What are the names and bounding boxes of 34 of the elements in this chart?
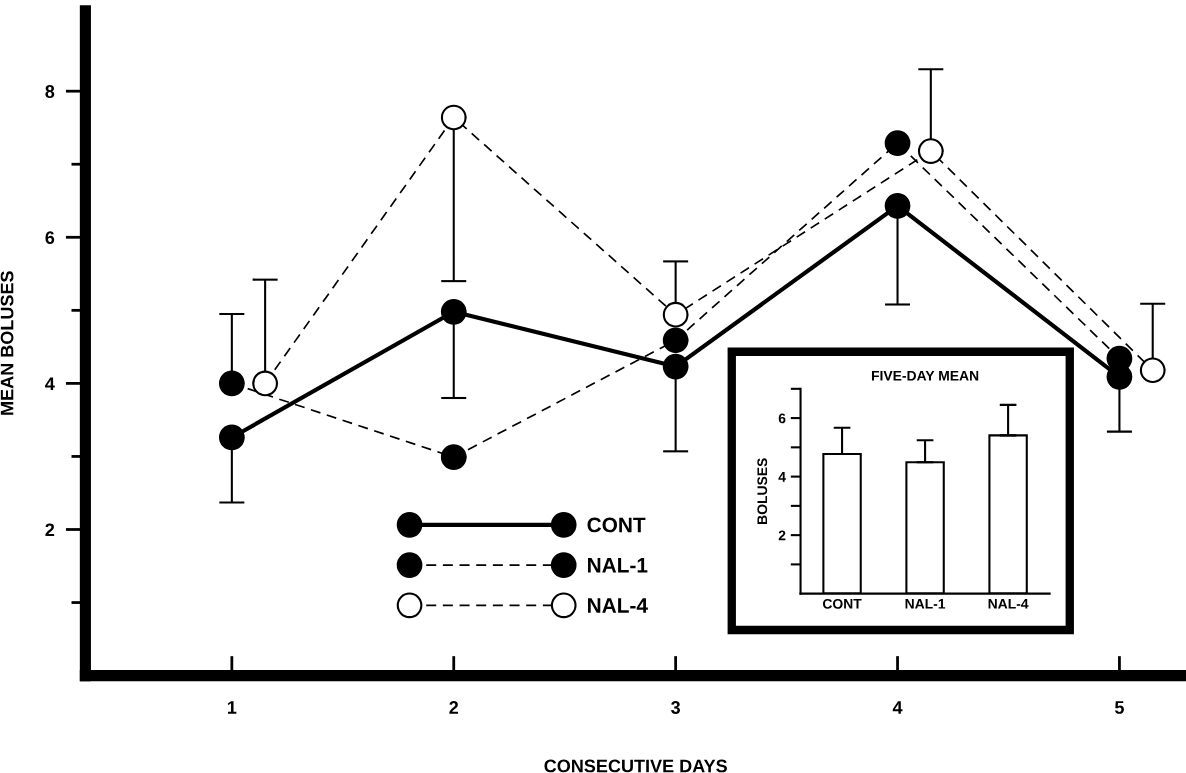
y-tick-label: 8 <box>45 85 55 98</box>
y-tick-label: 4 <box>45 377 55 390</box>
point <box>219 424 245 451</box>
point <box>884 130 911 156</box>
x-tick-label: 3 <box>671 701 681 714</box>
point <box>917 138 944 164</box>
chart-title: FIVE-DAY MEAN <box>871 370 979 381</box>
point <box>440 104 467 131</box>
x-tick-label: 1 <box>227 701 237 714</box>
y-axis-title: MEAN BOLUSES <box>0 271 14 415</box>
x-tick-label: 5 <box>1114 701 1124 714</box>
point <box>662 301 689 328</box>
y-tick-label: 4 <box>778 472 786 482</box>
legend-label: CONT <box>587 517 646 533</box>
y-axis-title: BOLUSES <box>757 458 768 524</box>
point <box>252 370 278 397</box>
x-tick-label: 4 <box>892 701 903 714</box>
x-tick-label: CONT <box>822 598 862 609</box>
x-axis-title: CONSECUTIVE DAYS <box>544 759 727 773</box>
y-tick-label: 6 <box>45 231 55 245</box>
point <box>219 370 245 397</box>
point <box>662 353 689 380</box>
y-tick-label: 2 <box>778 530 786 541</box>
point <box>884 193 911 219</box>
point <box>440 444 467 471</box>
y-tick-label: 2 <box>45 523 55 537</box>
x-tick-label: NAL-1 <box>905 599 946 609</box>
point <box>1139 357 1166 384</box>
point <box>662 327 689 354</box>
legend-label: NAL-1 <box>588 558 648 573</box>
point <box>440 298 467 325</box>
x-tick-label: NAL-4 <box>988 599 1029 609</box>
y-tick-label: 6 <box>778 413 786 424</box>
x-tick-label: 2 <box>449 701 459 714</box>
